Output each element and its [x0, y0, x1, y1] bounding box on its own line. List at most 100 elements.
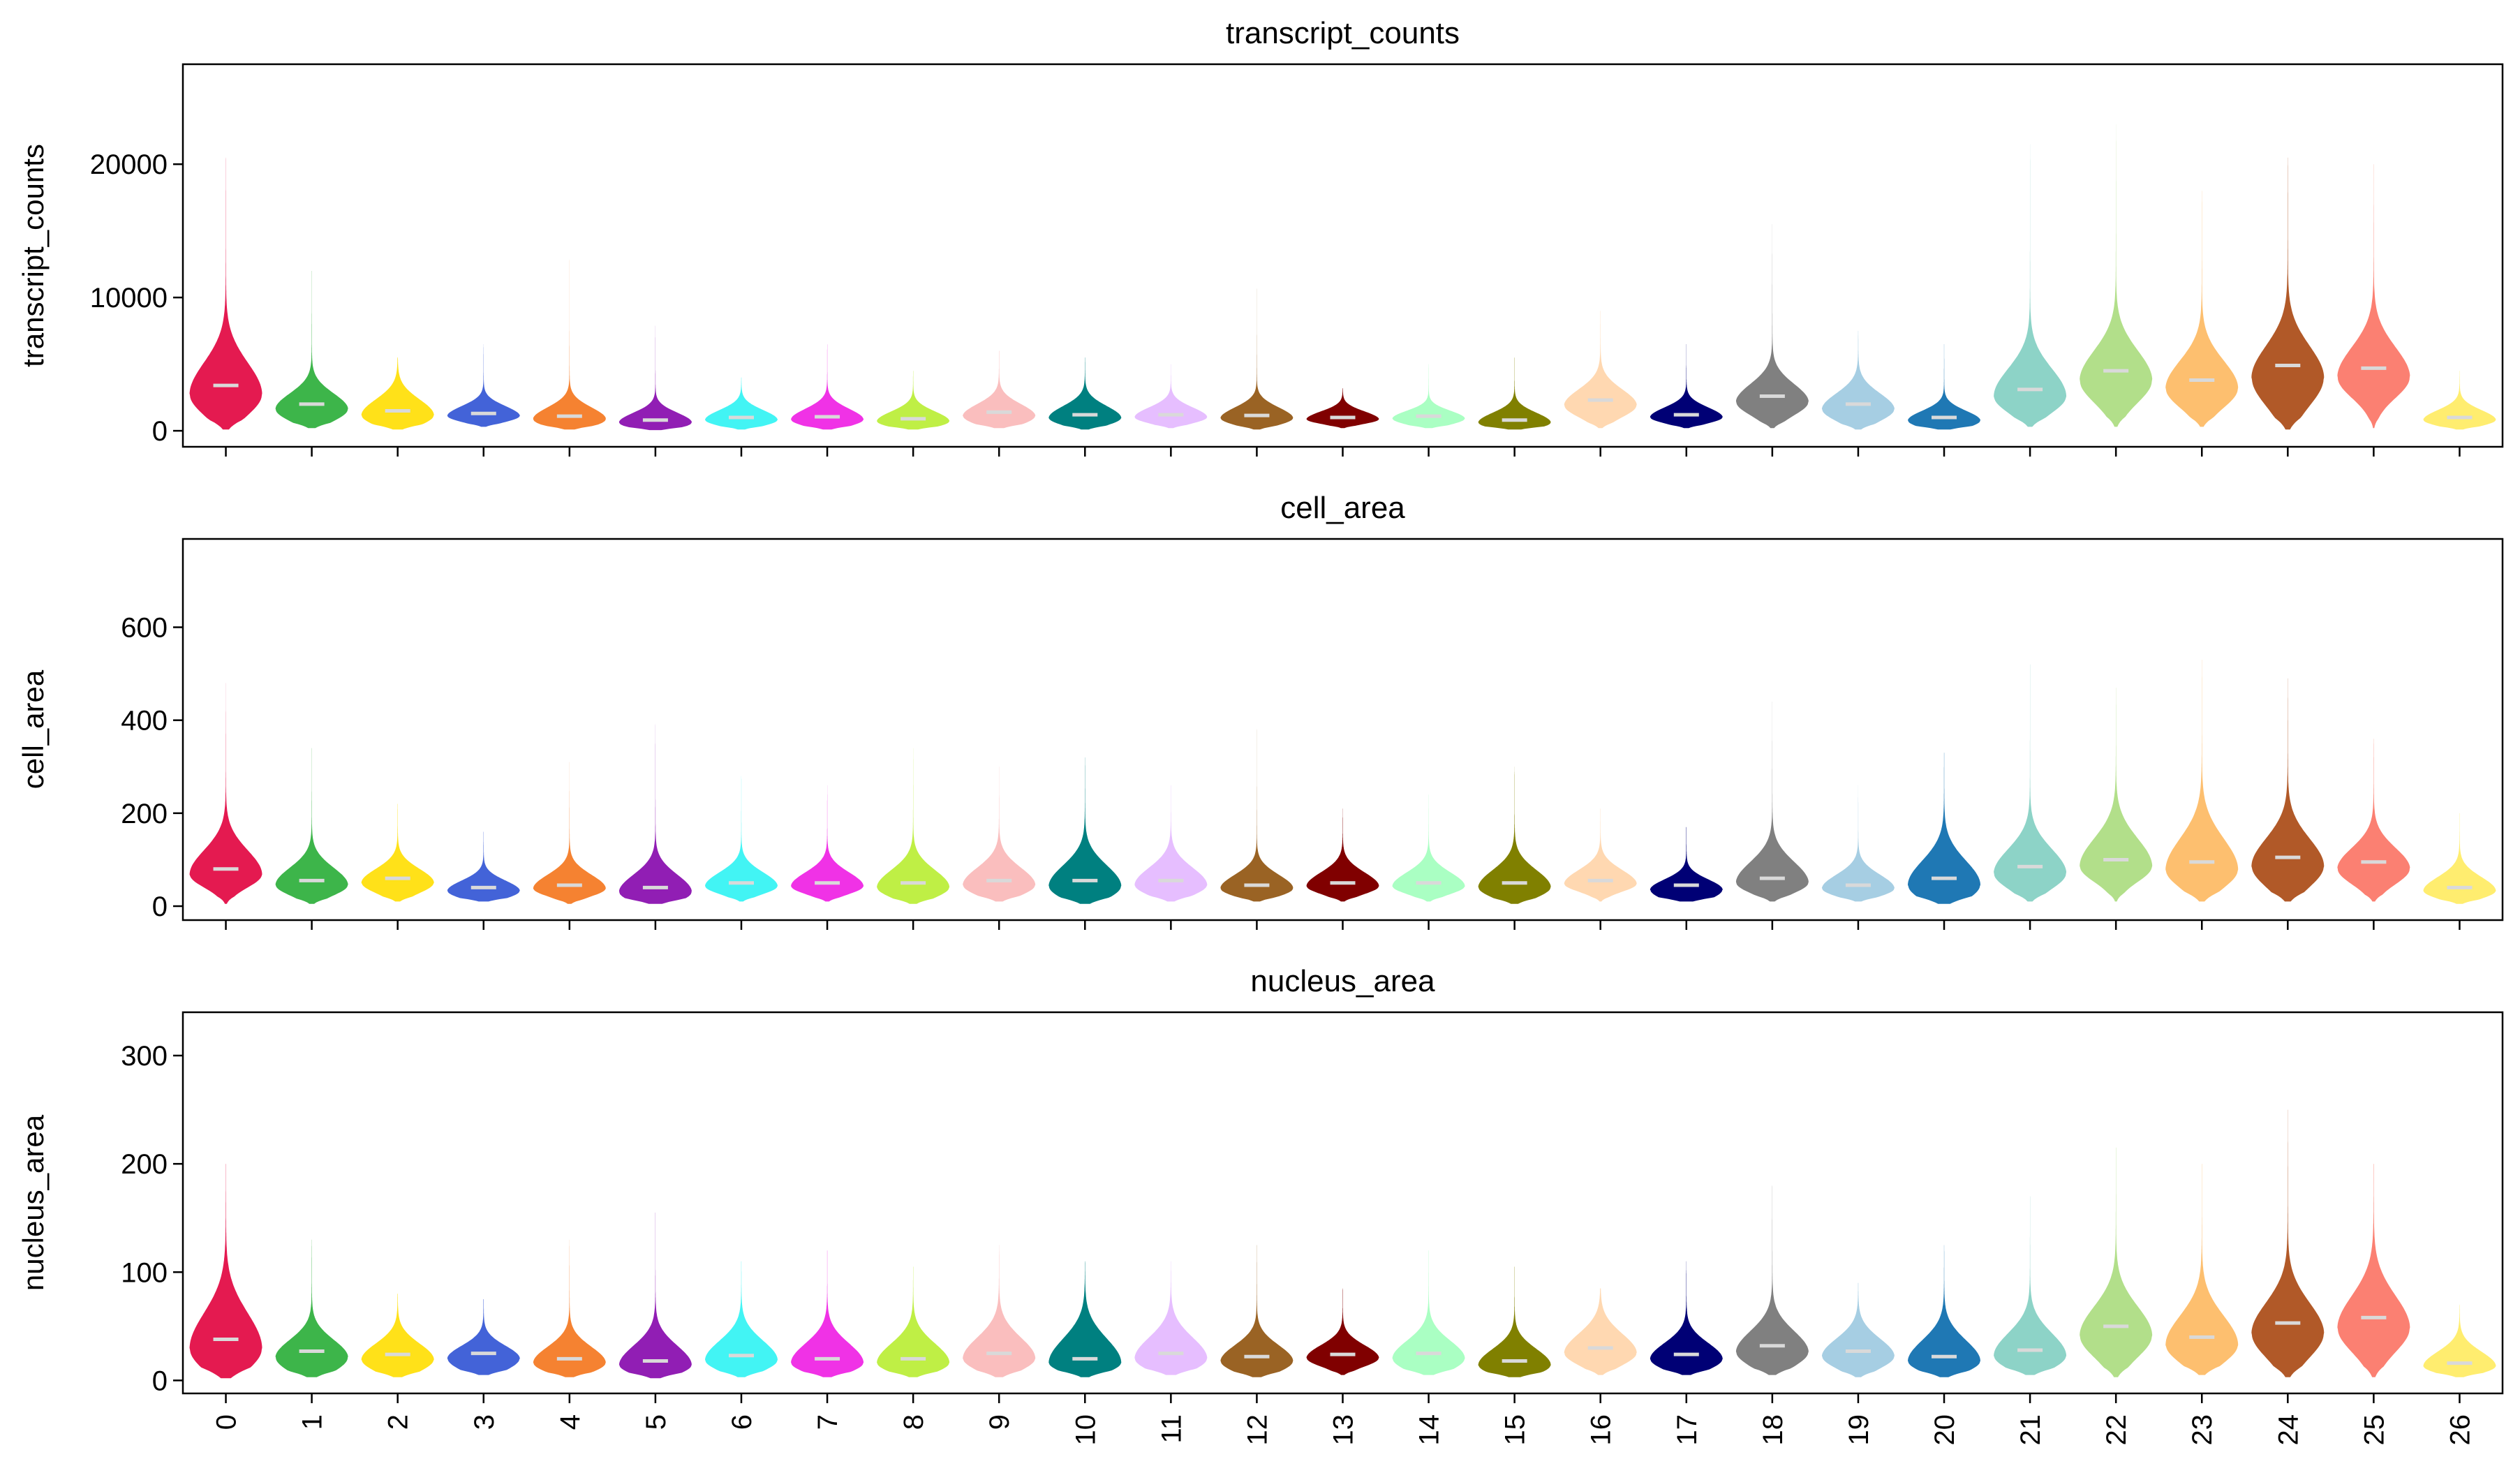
y-tick-label: 20000 [90, 149, 168, 180]
violin-23 [2165, 660, 2239, 902]
violin-9 [963, 1245, 1036, 1377]
violin-12 [1220, 1245, 1294, 1377]
violin-17 [1650, 1261, 1723, 1375]
violin-15 [1478, 357, 1551, 430]
violin-1 [275, 748, 348, 904]
violin-0 [189, 1164, 262, 1379]
violin-5 [618, 1213, 692, 1379]
violin-11 [1134, 1261, 1208, 1375]
x-tick-label: 21 [2015, 1414, 2046, 1446]
violin-17 [1650, 827, 1723, 902]
violin-16 [1564, 1288, 1637, 1375]
x-tick-label: 23 [2187, 1414, 2218, 1446]
violin-11 [1134, 364, 1208, 429]
violin-24 [2251, 157, 2325, 430]
violin-2 [361, 1294, 434, 1377]
violin-4 [533, 762, 606, 904]
x-tick-label: 4 [555, 1414, 586, 1430]
x-tick-label: 22 [2101, 1414, 2132, 1446]
violin-7 [791, 1250, 864, 1377]
violin-0 [189, 157, 262, 430]
violin-17 [1650, 344, 1723, 429]
x-tick-label: 25 [2359, 1414, 2389, 1446]
violin-20 [1908, 1245, 1980, 1377]
x-tick-label: 19 [1844, 1414, 1874, 1446]
violin-25 [2337, 1164, 2410, 1377]
violin-2 [361, 357, 434, 430]
violin-10 [1048, 357, 1122, 430]
violin-5 [618, 674, 692, 904]
x-tick-label: 14 [1414, 1414, 1445, 1446]
violin-26 [2423, 1304, 2496, 1377]
violin-11 [1134, 785, 1208, 902]
violin-9 [963, 350, 1036, 429]
violin-21 [1994, 144, 2067, 427]
violin-23 [2165, 191, 2239, 427]
x-tick-label: 3 [469, 1414, 500, 1430]
violin-8 [877, 371, 950, 430]
violin-22 [2080, 1147, 2153, 1377]
panel-cell_area: cell_area cell_area 0 200 400 600 [17, 491, 2504, 930]
violin-25 [2337, 739, 2410, 902]
violin-9 [963, 767, 1036, 902]
violin-10 [1048, 1261, 1122, 1377]
violin-14 [1392, 794, 1465, 902]
violin-15 [1478, 767, 1551, 904]
violin-19 [1821, 1282, 1895, 1377]
violin-15 [1478, 1266, 1551, 1377]
x-tick-label: 0 [212, 1414, 242, 1430]
y-tick-label: 10000 [90, 283, 168, 313]
violin-19 [1821, 330, 1895, 430]
x-tick-label: 26 [2445, 1414, 2475, 1446]
x-tick-label: 11 [1156, 1414, 1187, 1444]
x-tick-label: 20 [1929, 1414, 1960, 1446]
violin-8 [877, 1266, 950, 1377]
violin-4 [533, 1239, 606, 1377]
y-axis-label: transcript_counts [17, 144, 50, 367]
y-tick-label: 0 [152, 891, 168, 922]
violin-16 [1564, 808, 1637, 902]
y-tick-label: 400 [121, 706, 168, 736]
x-tick-label: 5 [641, 1414, 672, 1430]
violin-5 [618, 257, 692, 431]
x-tick-label: 1 [297, 1414, 328, 1430]
violin-18 [1735, 224, 1809, 429]
x-tick-label: 6 [727, 1414, 757, 1430]
violin-20 [1908, 753, 1980, 904]
violin-20 [1908, 344, 1980, 430]
violin-21 [1994, 1196, 2067, 1375]
y-tick-label: 0 [152, 1365, 168, 1396]
violin-8 [877, 748, 950, 904]
x-tick-label: 17 [1672, 1414, 1703, 1446]
y-tick-label: 200 [121, 799, 168, 829]
violin-6 [705, 377, 778, 430]
y-tick-label: 300 [121, 1041, 168, 1072]
violin-3 [447, 831, 520, 902]
violin-7 [791, 344, 864, 430]
violin-16 [1564, 311, 1637, 429]
violin-3 [447, 344, 520, 427]
violin-14 [1392, 364, 1465, 429]
violin-1 [275, 271, 348, 429]
x-tick-label: 12 [1242, 1414, 1273, 1446]
x-tick-label: 18 [1758, 1414, 1788, 1446]
y-tick-label: 200 [121, 1149, 168, 1180]
x-tick-label: 7 [813, 1414, 843, 1430]
violin-26 [2423, 371, 2496, 430]
violin-18 [1735, 702, 1809, 902]
x-tick-label: 9 [984, 1414, 1015, 1430]
x-tick-label: 13 [1328, 1414, 1359, 1446]
violin-25 [2337, 164, 2410, 429]
violin-1 [275, 1239, 348, 1377]
violin-12 [1220, 271, 1294, 430]
y-tick-label: 100 [121, 1257, 168, 1288]
violin-14 [1392, 1250, 1465, 1375]
x-tick-label: 15 [1500, 1414, 1531, 1446]
y-tick-label: 0 [152, 416, 168, 447]
violin-19 [1821, 785, 1895, 902]
violin-6 [705, 1261, 778, 1377]
violin-26 [2423, 813, 2496, 904]
violin-21 [1994, 664, 2067, 902]
